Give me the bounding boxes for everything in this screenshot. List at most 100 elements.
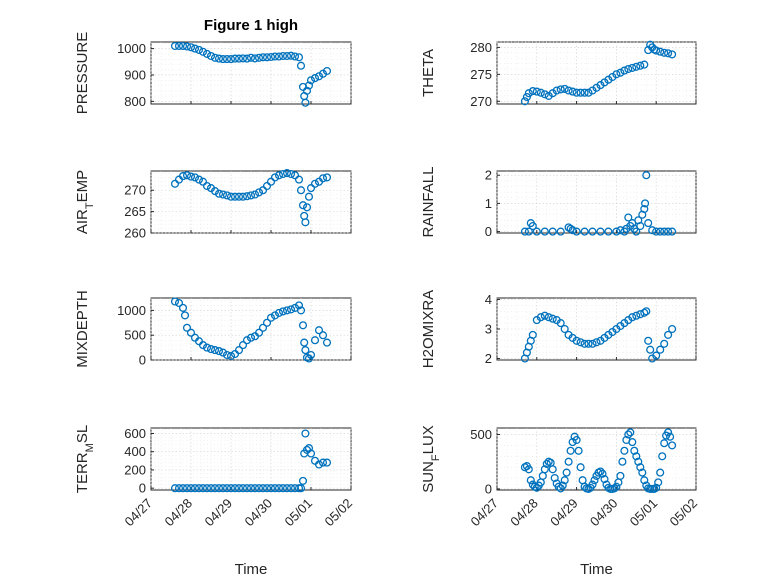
x-tick-label: 04/30 — [587, 496, 621, 530]
data-point — [588, 227, 597, 236]
data-point — [612, 227, 621, 236]
data-point — [580, 482, 589, 491]
data-point — [170, 484, 180, 493]
y-tick-label: 1 — [485, 196, 492, 211]
data-point — [520, 97, 529, 106]
data-point — [660, 339, 669, 348]
y-tick-label: 4 — [485, 292, 492, 307]
data-point — [222, 55, 232, 64]
data-point — [262, 181, 272, 191]
data-point — [536, 88, 545, 97]
data-point — [624, 430, 633, 439]
data-point — [174, 298, 184, 308]
data-point — [254, 188, 264, 197]
y-tick-label: 0 — [485, 481, 492, 496]
x-tick-label: 05/01 — [282, 496, 316, 530]
data-point — [306, 76, 316, 85]
data-point — [572, 336, 581, 345]
data-point — [296, 306, 306, 315]
data-point — [286, 305, 296, 314]
data-point — [234, 346, 244, 355]
data-point — [668, 441, 677, 450]
data-point — [190, 484, 200, 493]
data-point — [522, 92, 531, 102]
data-point — [592, 338, 601, 347]
data-point — [290, 484, 300, 493]
data-point — [294, 175, 304, 184]
data-point — [296, 186, 306, 195]
data-point — [584, 88, 593, 97]
data-point — [642, 307, 651, 316]
data-point — [278, 169, 288, 179]
data-point — [222, 350, 232, 360]
data-point — [226, 484, 236, 493]
data-point — [178, 172, 188, 181]
data-point — [274, 52, 284, 61]
data-point — [190, 173, 200, 182]
data-point — [310, 74, 320, 83]
data-point — [304, 192, 314, 201]
y-tick-label: 270 — [470, 94, 492, 109]
data-point — [194, 484, 204, 493]
y-tick-label: 3 — [485, 322, 492, 337]
data-point — [206, 51, 216, 61]
data-point — [186, 43, 196, 52]
data-point — [170, 297, 180, 306]
y-tick-label: 200 — [124, 462, 146, 477]
panel-rainfall: 0 1 2 RAINFALL — [420, 167, 697, 239]
data-point — [258, 484, 268, 493]
data-point — [564, 457, 573, 466]
data-point — [626, 428, 635, 437]
data-point — [266, 52, 276, 62]
data-point — [632, 311, 641, 320]
data-point — [580, 227, 589, 236]
data-point — [652, 227, 661, 236]
data-point — [532, 87, 541, 96]
y-tick-label: 500 — [470, 427, 492, 442]
data-point — [524, 89, 533, 98]
data-point — [532, 483, 541, 492]
data-point — [596, 227, 605, 236]
data-point — [214, 189, 224, 198]
y-tick-label: 270 — [124, 183, 146, 198]
data-point — [548, 89, 557, 98]
panel-pressure: 800 900 1000 PRESSURE — [74, 32, 352, 114]
data-point — [198, 177, 208, 186]
figure-title: Figure 1 high — [204, 17, 298, 34]
data-point — [226, 192, 236, 201]
data-point — [560, 476, 569, 485]
panel-air_temp: 260 265 270 AIRTEMP — [74, 169, 352, 241]
data-point — [620, 66, 629, 75]
data-point — [628, 313, 637, 322]
data-point — [278, 307, 288, 316]
data-point — [270, 52, 280, 61]
data-point — [242, 336, 252, 345]
x-tick-label: 04/27 — [468, 496, 502, 530]
panel-terr_msl: 0 200 400 600 04/27 04/28 04/29 04/30 05/01 05/02… — [74, 425, 355, 578]
data-point — [298, 476, 308, 485]
data-point — [568, 438, 577, 447]
data-point — [666, 432, 675, 441]
data-point — [242, 54, 252, 63]
axes-box — [496, 170, 697, 234]
y-axis-label: TERRMSL — [74, 425, 96, 493]
data-point — [314, 72, 324, 81]
data-point — [526, 476, 535, 485]
data-point — [238, 341, 248, 350]
data-point — [528, 330, 537, 339]
data-point — [322, 173, 332, 182]
data-point — [540, 90, 549, 99]
data-point — [182, 171, 192, 180]
data-point — [588, 480, 597, 489]
data-point — [658, 452, 667, 461]
x-axis-label: Time — [580, 561, 613, 578]
data-point — [664, 227, 673, 236]
data-point — [322, 458, 332, 467]
y-tick-label: 280 — [470, 40, 492, 55]
data-point — [198, 484, 208, 493]
data-point — [654, 478, 663, 487]
data-point — [616, 68, 625, 77]
data-point — [286, 484, 296, 493]
data-point — [170, 41, 180, 51]
data-point — [576, 88, 585, 97]
